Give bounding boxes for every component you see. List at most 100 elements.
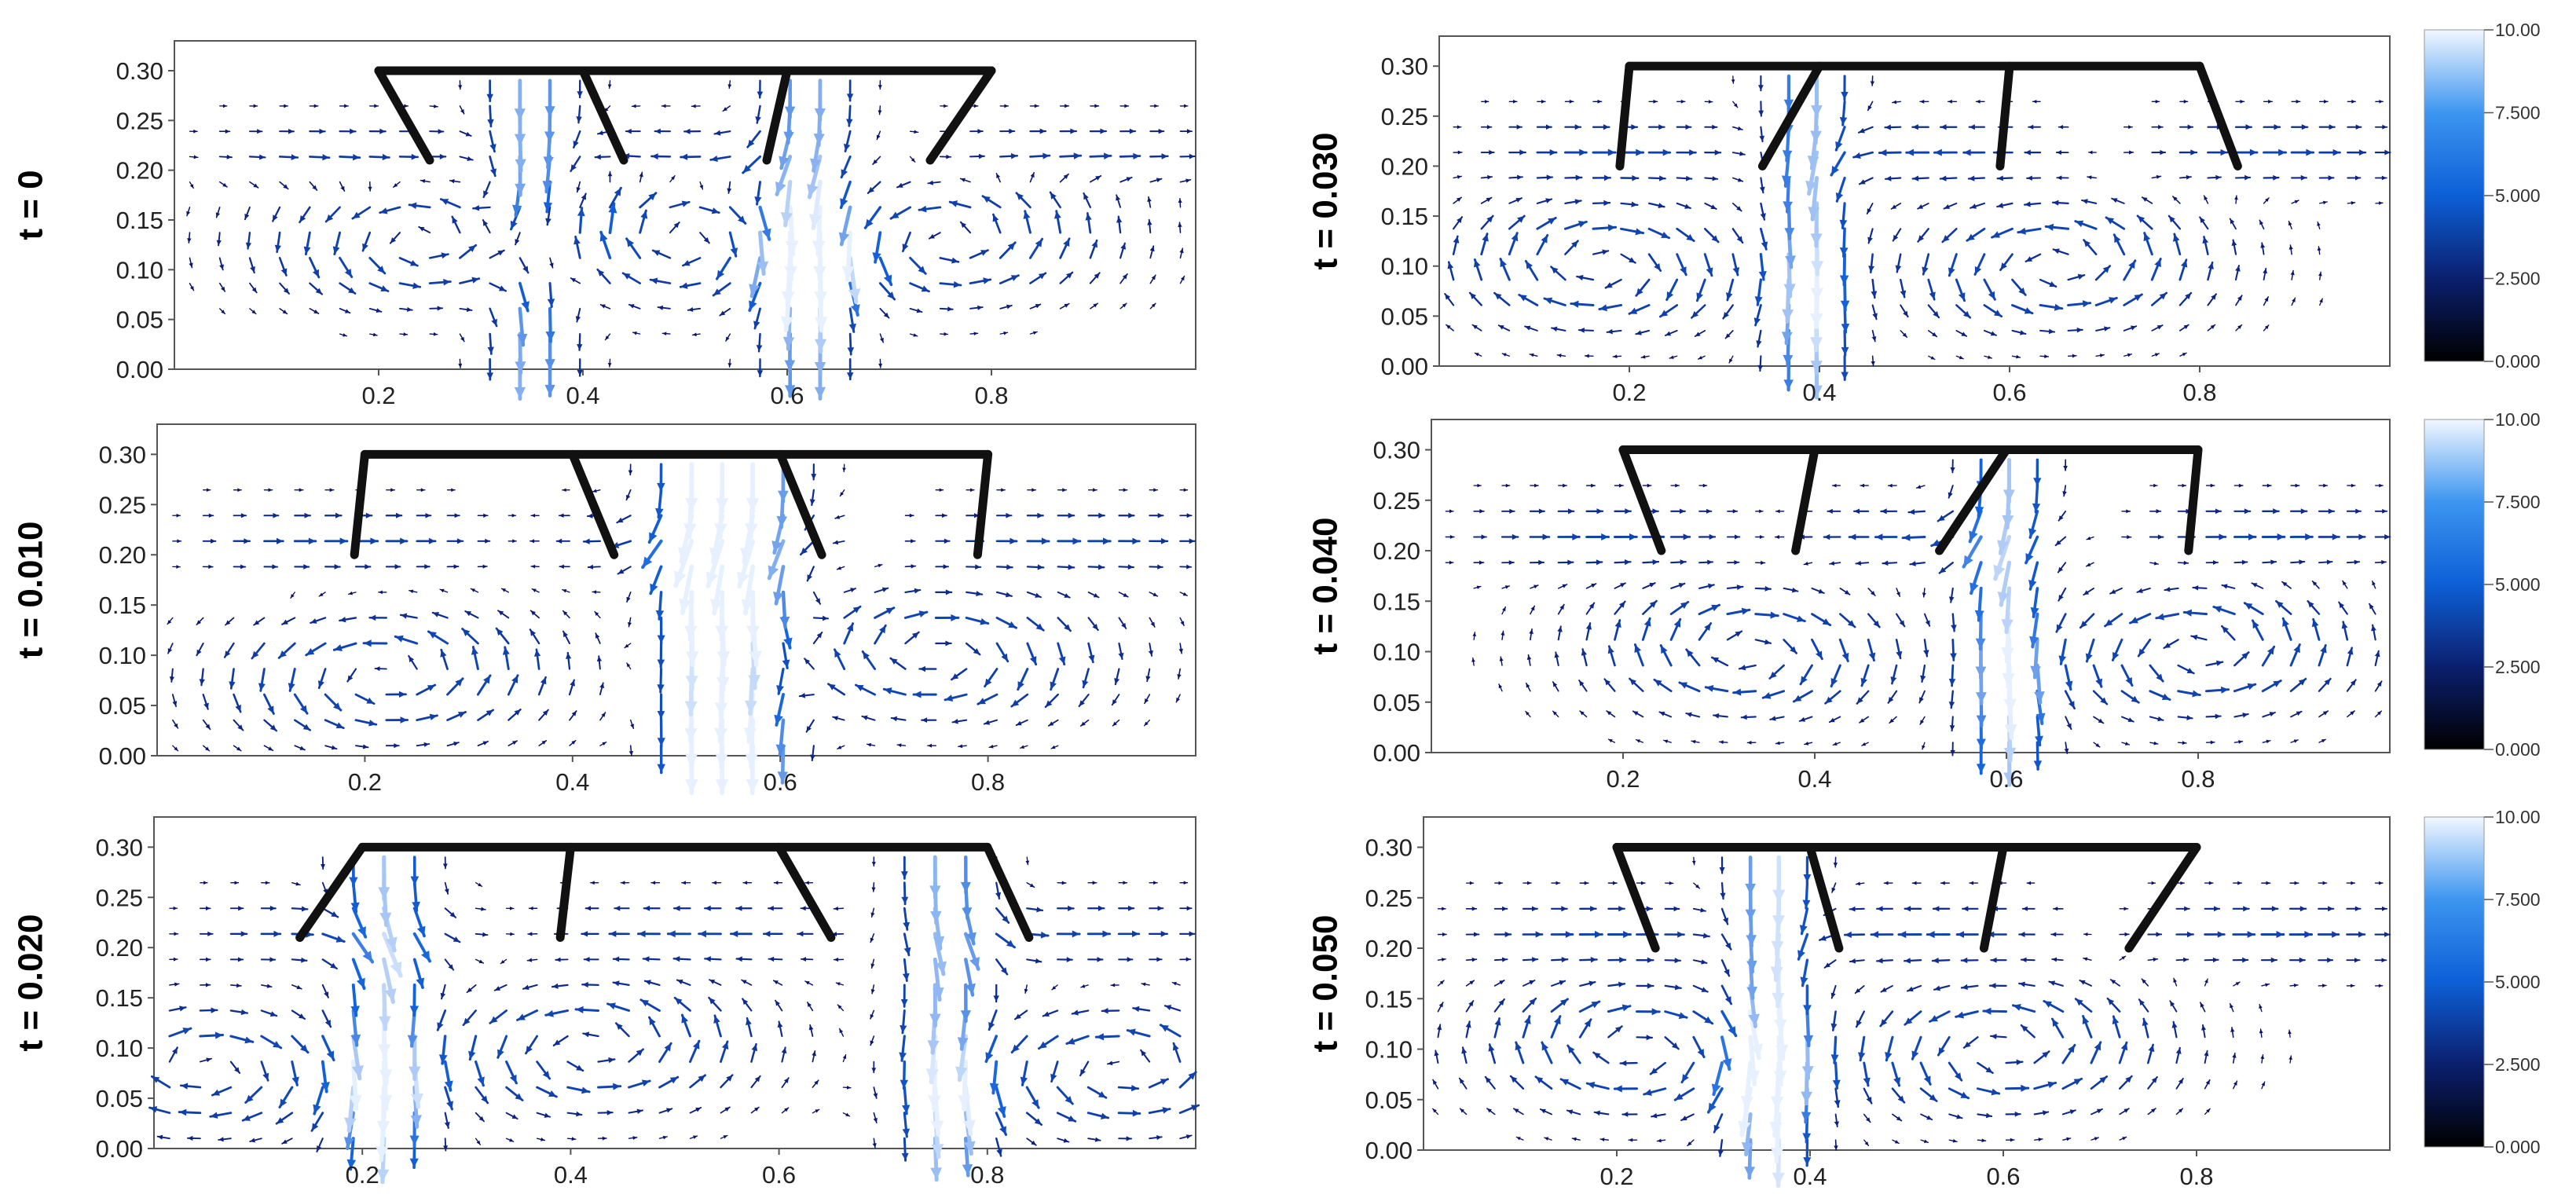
velocity-arrowhead (277, 1117, 284, 1124)
velocity-arrowhead (870, 1014, 874, 1019)
velocity-arrowhead (617, 517, 624, 523)
velocity-arrowhead (737, 571, 749, 587)
velocity-arrowhead (562, 610, 568, 616)
velocity-arrowhead (237, 957, 244, 962)
velocity-arrowhead (533, 649, 541, 657)
velocity-arrowhead (614, 905, 621, 911)
velocity-arrowhead (1007, 242, 1016, 251)
velocity-arrowhead (837, 566, 841, 570)
velocity-arrowhead (736, 905, 742, 911)
velocity-arrowhead (457, 712, 466, 718)
velocity-arrowhead (761, 228, 771, 240)
velocity-arrowhead (1853, 152, 1861, 159)
velocity-arrowhead (1029, 883, 1035, 888)
velocity-arrowhead (1577, 274, 1584, 281)
velocity-arrowhead (531, 513, 536, 518)
y-tick-label: 0.20 (1381, 152, 1428, 180)
colorbar-tick-label: 5.000 (2495, 185, 2541, 206)
velocity-arrowhead (1839, 247, 1849, 257)
velocity-arrowhead (648, 192, 656, 201)
velocity-arrowhead (322, 154, 330, 161)
velocity-arrowhead (511, 741, 518, 746)
velocity-arrowhead (458, 363, 463, 368)
velocity-arrowhead (1141, 982, 1146, 987)
velocity-arrowhead (814, 317, 828, 331)
velocity-arrowhead (608, 203, 617, 214)
velocity-arrowhead (521, 301, 529, 311)
velocity-arrowhead (625, 643, 629, 648)
velocity-arrowhead (1515, 197, 1522, 203)
velocity-arrowhead (348, 591, 353, 595)
velocity-arrowhead (1178, 222, 1182, 228)
velocity-arrowhead (462, 628, 471, 636)
velocity-arrowhead (443, 1145, 449, 1151)
velocity-arrowhead (280, 268, 288, 276)
velocity-arrowhead (1607, 148, 1616, 156)
velocity-arrowhead (1929, 291, 1936, 300)
velocity-arrowhead (1781, 332, 1793, 343)
velocity-arrowhead (782, 659, 790, 669)
velocity-arrowhead (654, 128, 661, 134)
x-tick-label: 0.8 (2179, 1163, 2213, 1190)
velocity-arrowhead (705, 956, 711, 962)
velocity-arrowhead (962, 1163, 973, 1176)
velocity-arrowhead (1712, 124, 1717, 130)
velocity-arrowhead (945, 694, 954, 702)
velocity-arrowhead (1128, 512, 1134, 518)
velocity-arrowhead (683, 625, 698, 639)
velocity-arrowhead (1868, 266, 1875, 273)
velocity-arrowhead (215, 212, 221, 218)
velocity-arrowhead (486, 372, 494, 380)
velocity-arrowhead (1695, 332, 1701, 337)
velocity-arrowhead (210, 1112, 218, 1119)
velocity-arrowhead (782, 336, 795, 350)
velocity-arrowhead (585, 906, 591, 911)
velocity-arrowhead (1781, 175, 1792, 186)
velocity-arrowhead (965, 983, 976, 995)
velocity-arrowhead (1035, 304, 1041, 309)
velocity-arrowhead (727, 84, 732, 89)
velocity-arrowhead (685, 779, 698, 793)
velocity-arrowhead (808, 1024, 814, 1031)
velocity-arrowhead (881, 587, 889, 592)
velocity-arrowhead (1691, 310, 1699, 318)
velocity-arrowhead (2057, 175, 2062, 181)
velocity-arrowhead (1654, 263, 1661, 271)
velocity-arrowhead (876, 134, 881, 140)
velocity-arrowhead (713, 288, 721, 296)
velocity-arrowhead (1997, 203, 2004, 208)
velocity-arrowhead (749, 284, 760, 297)
velocity-arrowhead (321, 1082, 330, 1092)
velocity-arrowhead (684, 701, 698, 715)
velocity-arrowhead (330, 962, 337, 969)
velocity-arrowhead (709, 998, 716, 1005)
velocity-arrowhead (602, 1136, 606, 1141)
velocity-arrowhead (362, 951, 372, 962)
y-tick-label: 0.30 (96, 833, 143, 861)
velocity-arrowhead (664, 1043, 672, 1052)
x-tick-label: 0.8 (971, 768, 1005, 796)
plot-frame (1438, 35, 2391, 367)
velocity-arrowhead (1631, 124, 1637, 130)
velocity-arrowhead (1920, 99, 1925, 104)
velocity-arrowhead (657, 659, 665, 668)
velocity-arrowhead (1012, 1044, 1020, 1053)
velocity-arrowhead (1124, 104, 1129, 108)
velocity-arrowhead (715, 753, 728, 768)
velocity-arrowhead (409, 1006, 420, 1016)
arrow-field (167, 462, 1196, 796)
y-tick-label: 0.10 (1365, 1036, 1413, 1064)
velocity-arrowhead (1185, 178, 1191, 183)
velocity-arrowhead (395, 635, 404, 643)
velocity-arrowhead (928, 180, 933, 185)
velocity-arrowhead (1810, 288, 1824, 302)
velocity-arrowhead (1760, 213, 1766, 220)
velocity-arrowhead (432, 611, 439, 617)
velocity-arrowhead (573, 140, 579, 148)
y-tick-label: 0.00 (1373, 739, 1420, 767)
velocity-arrowhead (471, 277, 479, 284)
velocity-arrowhead (839, 1028, 844, 1034)
velocity-arrowhead (382, 153, 390, 161)
colorbar-tick-label: 2.500 (2495, 1054, 2541, 1075)
velocity-arrowhead (828, 683, 836, 691)
